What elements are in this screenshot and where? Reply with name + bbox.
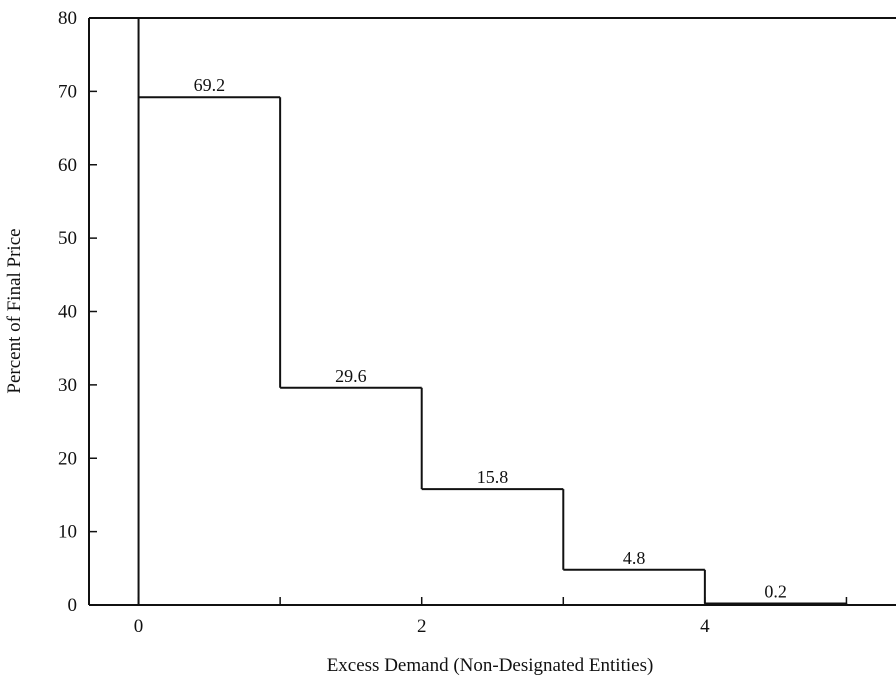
y-axis-ticks: 0 10 20 30 40 50 60 70 80: [58, 8, 97, 616]
plot-frame: [88, 17, 896, 606]
x-tick-label: 4: [700, 616, 710, 637]
x-tick-label: 2: [417, 616, 427, 637]
x-tick-label: 0: [134, 616, 144, 637]
y-tick-label: 50: [58, 228, 77, 249]
bar-value-label: 29.6: [335, 366, 367, 386]
y-tick-label: 30: [58, 375, 77, 396]
data-labels: 69.2 29.6 15.8 4.8 0.2: [194, 75, 787, 601]
y-tick-label: 60: [58, 155, 77, 176]
y-tick-label: 70: [58, 81, 77, 102]
y-tick-label: 80: [58, 8, 77, 29]
bar-series: [137, 18, 848, 605]
y-tick-label: 20: [58, 448, 77, 469]
bar-value-label: 15.8: [477, 467, 509, 487]
y-tick-label: 0: [68, 595, 78, 616]
x-axis-title: Excess Demand (Non-Designated Entities): [327, 655, 654, 676]
y-tick-label: 10: [58, 522, 77, 543]
y-axis-title: Percent of Final Price: [4, 228, 25, 393]
y-tick-label: 40: [58, 302, 77, 323]
bar-value-label: 4.8: [623, 548, 646, 568]
bar-value-label: 69.2: [194, 75, 226, 95]
bar-value-label: 0.2: [764, 582, 787, 602]
